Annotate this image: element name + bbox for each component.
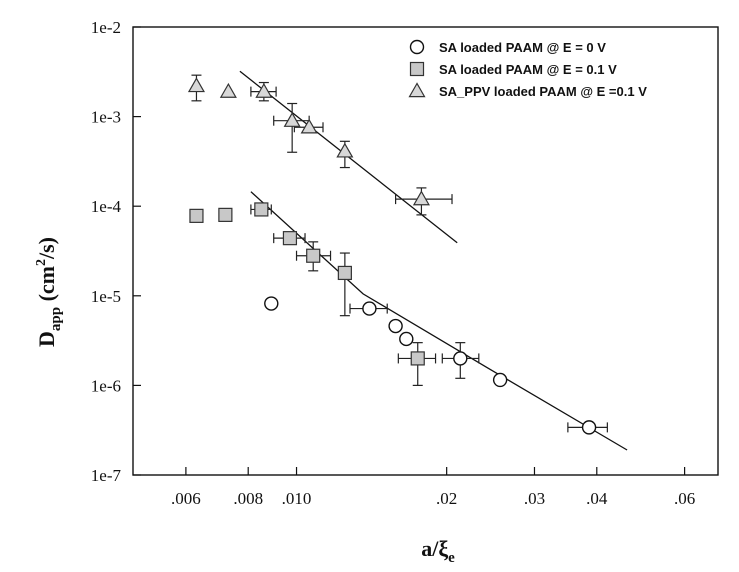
y-tick-label: 1e-6 bbox=[91, 376, 121, 395]
y-tick-label: 1e-2 bbox=[91, 18, 121, 37]
legend-marker-square bbox=[409, 61, 425, 77]
y-tick-label: 1e-7 bbox=[91, 466, 122, 485]
x-tick-label: .006 bbox=[171, 489, 201, 508]
data-point-circle bbox=[399, 331, 414, 347]
error-bars bbox=[191, 74, 608, 433]
data-point-square bbox=[282, 231, 298, 246]
data-point-circle bbox=[492, 372, 508, 388]
legend-entry-label: SA loaded PAAM @ E = 0.1 V bbox=[439, 62, 617, 77]
data-point-square bbox=[218, 207, 233, 222]
data-point-square bbox=[410, 351, 425, 366]
legend-marker-triangle bbox=[408, 82, 426, 98]
data-point-triangle bbox=[283, 111, 301, 127]
data-point-circle bbox=[581, 420, 597, 435]
x-tick-label: .06 bbox=[674, 489, 695, 508]
fit-lines bbox=[239, 70, 628, 451]
data-point-square bbox=[189, 208, 204, 223]
data-point-triangle bbox=[187, 77, 205, 93]
legend-entry-label: SA loaded PAAM @ E = 0 V bbox=[439, 40, 606, 55]
data-point-circle bbox=[362, 301, 377, 316]
data-point-square bbox=[337, 265, 352, 281]
y-tick-label: 1e-5 bbox=[91, 287, 121, 306]
data-point-circle bbox=[453, 351, 468, 366]
data-point-square bbox=[254, 202, 269, 217]
data-point-square bbox=[306, 248, 321, 263]
data-point-triangle bbox=[219, 82, 237, 98]
y-axis-label: Dapp (cm2/s) bbox=[34, 237, 64, 347]
data-point-triangle bbox=[336, 142, 354, 158]
legend: SA loaded PAAM @ E = 0 V SA loaded PAAM @… bbox=[408, 39, 647, 99]
legend-entry-label: SA_PPV loaded PAAM @ E =0.1 V bbox=[439, 84, 647, 99]
data-markers bbox=[187, 77, 597, 435]
x-tick-label: .04 bbox=[586, 489, 608, 508]
y-tick-label: 1e-3 bbox=[91, 108, 121, 127]
x-tick-label: .02 bbox=[436, 489, 457, 508]
axis-ticks: 1e-7 1e-6 1e-5 1e-4 1e-3 1e-2 .006 .008 .010 .02.… bbox=[91, 18, 695, 508]
y-tick-label: 1e-4 bbox=[91, 197, 122, 216]
x-tick-label: .010 bbox=[282, 489, 312, 508]
plot-area-frame bbox=[132, 26, 719, 476]
data-point-triangle bbox=[300, 118, 318, 134]
data-point-triangle bbox=[255, 82, 273, 98]
data-point-circle bbox=[388, 318, 403, 334]
data-point-triangle bbox=[412, 190, 430, 206]
fit-line bbox=[250, 191, 628, 451]
x-axis-label: a/ξe bbox=[421, 536, 455, 566]
x-tick-label: .03 bbox=[524, 489, 545, 508]
legend-marker-circle bbox=[409, 39, 425, 55]
x-tick-label: .008 bbox=[233, 489, 263, 508]
data-point-circle bbox=[264, 296, 279, 311]
